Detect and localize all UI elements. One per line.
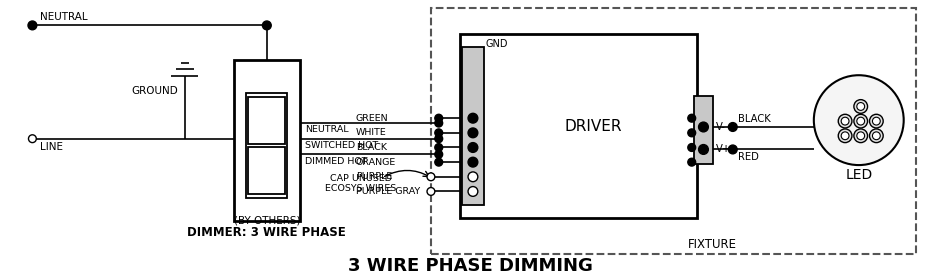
Circle shape [468,187,478,196]
Text: DRIVER: DRIVER [564,118,622,133]
Circle shape [688,144,696,152]
Text: V-: V- [716,122,726,132]
Bar [248,148,286,194]
Text: 3 WIRE PHASE DIMMING: 3 WIRE PHASE DIMMING [348,257,592,275]
Circle shape [728,123,737,131]
Text: CAP UNUSED
ECOSYS WIRES: CAP UNUSED ECOSYS WIRES [325,174,397,193]
Circle shape [435,114,443,122]
Text: PURPLE GRAY: PURPLE GRAY [355,187,420,196]
Text: V+: V+ [716,145,731,155]
Circle shape [427,188,435,195]
Circle shape [854,114,868,128]
Circle shape [435,150,443,158]
Text: SWITCHED HOT: SWITCHED HOT [305,141,378,150]
Circle shape [854,129,868,143]
Circle shape [838,129,852,143]
Circle shape [468,113,478,123]
Bar [248,97,286,144]
Circle shape [872,132,880,140]
Circle shape [28,21,37,30]
Circle shape [688,114,696,122]
Text: RED: RED [738,152,759,162]
Circle shape [857,103,865,110]
Text: LED: LED [845,168,872,182]
Text: BLACK: BLACK [355,143,386,152]
Circle shape [872,117,880,125]
Circle shape [468,157,478,167]
Text: DIMMER: 3 WIRE PHASE: DIMMER: 3 WIRE PHASE [187,226,346,239]
Circle shape [838,114,852,128]
Circle shape [468,128,478,138]
Circle shape [857,132,865,140]
Circle shape [468,143,478,152]
Circle shape [262,21,272,30]
Text: NEUTRAL: NEUTRAL [40,12,87,22]
Circle shape [698,145,709,154]
Text: BLACK: BLACK [738,114,771,124]
Circle shape [688,158,696,166]
Circle shape [814,75,903,165]
Circle shape [435,129,443,137]
Circle shape [435,144,443,152]
Circle shape [841,132,849,140]
Text: GROUND: GROUND [131,86,178,96]
Circle shape [728,145,737,154]
Bar [461,34,697,218]
Bar [431,8,916,254]
Circle shape [688,129,696,137]
Circle shape [435,119,443,127]
Circle shape [435,158,443,166]
Text: (BY OTHERS): (BY OTHERS) [233,216,300,226]
Text: WHITE: WHITE [355,128,386,137]
Text: GREEN: GREEN [355,114,388,123]
Text: PURPLE: PURPLE [355,172,392,181]
Bar [462,47,484,205]
Circle shape [468,172,478,182]
Circle shape [698,122,709,132]
Text: LINE: LINE [40,142,63,152]
Circle shape [427,173,435,181]
Circle shape [870,129,884,143]
Text: GND: GND [486,39,509,49]
Circle shape [870,114,884,128]
Text: FIXTURE: FIXTURE [688,238,737,251]
Circle shape [841,117,849,125]
Text: ORANGE: ORANGE [355,158,396,167]
Bar [246,93,288,198]
Circle shape [435,135,443,143]
Circle shape [857,117,865,125]
Circle shape [854,100,868,113]
Text: DIMMED HOT: DIMMED HOT [305,157,368,166]
Bar [694,96,713,164]
Circle shape [28,135,37,143]
Text: NEUTRAL: NEUTRAL [305,125,349,135]
Bar [234,59,300,221]
